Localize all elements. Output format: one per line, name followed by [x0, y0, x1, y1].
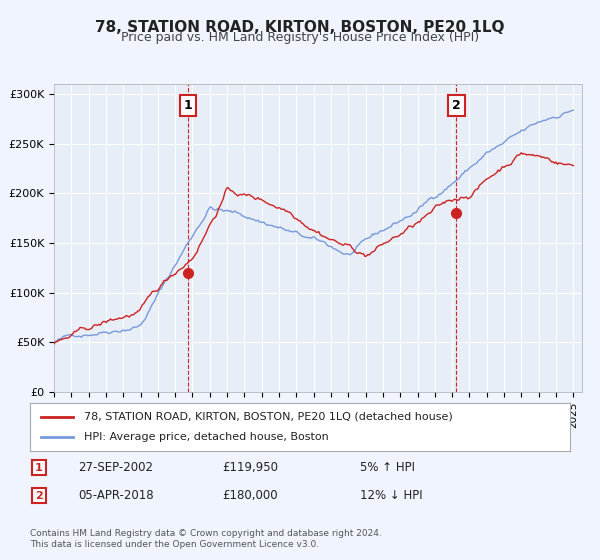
Text: £119,950: £119,950	[222, 461, 278, 474]
Text: 5% ↑ HPI: 5% ↑ HPI	[360, 461, 415, 474]
Text: 12% ↓ HPI: 12% ↓ HPI	[360, 489, 422, 502]
Text: 05-APR-2018: 05-APR-2018	[78, 489, 154, 502]
Text: Contains HM Land Registry data © Crown copyright and database right 2024.
This d: Contains HM Land Registry data © Crown c…	[30, 529, 382, 549]
Text: Price paid vs. HM Land Registry's House Price Index (HPI): Price paid vs. HM Land Registry's House …	[121, 31, 479, 44]
Text: 2: 2	[35, 491, 43, 501]
Text: 2: 2	[452, 99, 461, 112]
Text: 78, STATION ROAD, KIRTON, BOSTON, PE20 1LQ: 78, STATION ROAD, KIRTON, BOSTON, PE20 1…	[95, 20, 505, 35]
Text: £180,000: £180,000	[222, 489, 278, 502]
Text: 1: 1	[35, 463, 43, 473]
Text: 78, STATION ROAD, KIRTON, BOSTON, PE20 1LQ (detached house): 78, STATION ROAD, KIRTON, BOSTON, PE20 1…	[84, 412, 453, 422]
Text: HPI: Average price, detached house, Boston: HPI: Average price, detached house, Bost…	[84, 432, 329, 442]
Text: 1: 1	[184, 99, 193, 112]
Text: 27-SEP-2002: 27-SEP-2002	[78, 461, 153, 474]
